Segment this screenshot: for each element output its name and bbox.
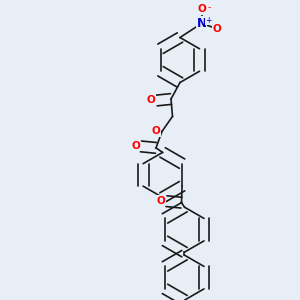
Text: O: O [131, 141, 140, 151]
Text: O: O [152, 126, 160, 136]
Text: +: + [205, 16, 211, 25]
Text: -: - [208, 3, 211, 12]
Text: O: O [197, 4, 206, 14]
Text: O: O [213, 24, 222, 34]
Text: O: O [147, 95, 156, 105]
Text: N: N [196, 17, 207, 30]
Text: O: O [157, 196, 166, 206]
